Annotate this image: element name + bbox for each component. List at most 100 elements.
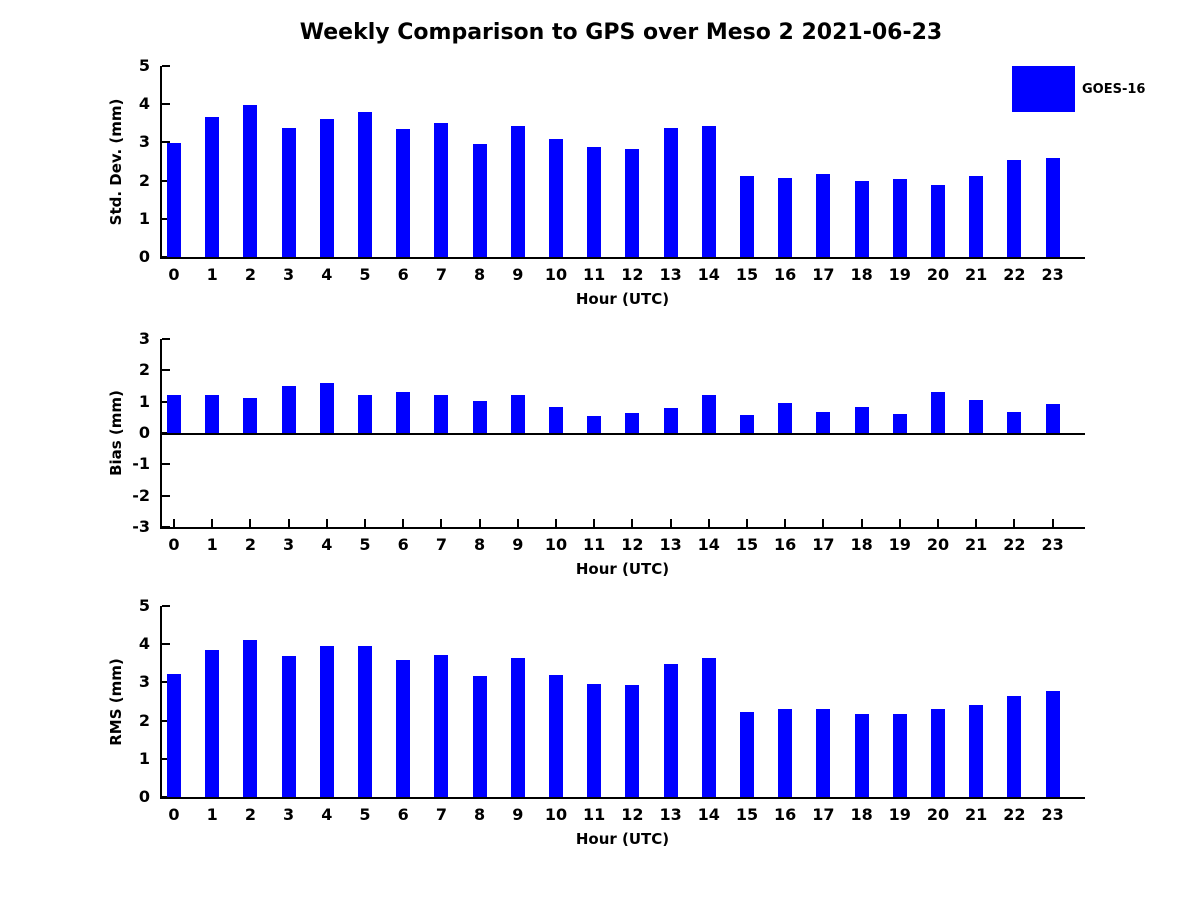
x-tick <box>440 519 443 527</box>
x-tick-label: 18 <box>850 805 873 824</box>
y-tick-label: -2 <box>132 485 150 505</box>
bar-hour-20 <box>931 391 945 433</box>
bar-hour-6 <box>396 391 411 433</box>
x-tick-label: 4 <box>321 805 333 824</box>
x-tick-label: 2 <box>244 535 256 554</box>
bar-hour-12 <box>625 412 640 433</box>
y-tick <box>162 463 170 466</box>
y-tick-label: 1 <box>138 748 150 768</box>
y-tick <box>162 719 170 722</box>
x-tick-label: 0 <box>168 265 180 284</box>
x-tick-label: 1 <box>206 535 218 554</box>
bar-hour-21 <box>969 400 984 433</box>
x-tick <box>1051 519 1054 527</box>
bar-hour-4 <box>319 382 334 433</box>
x-tick-label: 15 <box>735 535 759 554</box>
x-tick-label: 20 <box>926 805 950 824</box>
y-tick <box>162 217 170 220</box>
x-tick-label: 15 <box>735 805 759 824</box>
y-tick <box>162 338 170 340</box>
x-tick-label: 13 <box>659 805 682 824</box>
x-tick-label: 2 <box>244 805 256 824</box>
bar-hour-3 <box>281 385 296 433</box>
bar-hour-14 <box>701 657 716 797</box>
y-tick-label: 3 <box>138 132 150 152</box>
x-tick <box>325 519 328 527</box>
x-tick-label: 17 <box>812 535 835 554</box>
x-tick-label: 23 <box>1041 535 1064 554</box>
bar-hour-1 <box>205 649 220 797</box>
x-tick <box>937 519 939 527</box>
x-tick-label: 1 <box>206 265 218 284</box>
x-axis-label-bias: Hour (UTC) <box>575 560 670 578</box>
x-tick-label: 18 <box>850 265 873 284</box>
x-tick <box>516 519 519 527</box>
x-tick-label: 16 <box>774 265 797 284</box>
x-tick-label: 7 <box>435 535 447 554</box>
y-tick-label: 2 <box>138 710 150 730</box>
x-tick <box>211 519 214 527</box>
x-tick-label: 12 <box>621 535 644 554</box>
x-tick-label: 4 <box>321 535 333 554</box>
bar-hour-11 <box>587 147 602 257</box>
bar-hour-2 <box>243 104 258 257</box>
bar-hour-7 <box>434 122 449 257</box>
chart-title: Weekly Comparison to GPS over Meso 2 202… <box>299 20 943 45</box>
x-tick <box>249 519 252 527</box>
bar-hour-13 <box>663 407 678 433</box>
x-tick <box>478 519 481 527</box>
bar-hour-23 <box>1045 404 1060 433</box>
bar-hour-2 <box>243 397 258 433</box>
y-tick <box>162 400 170 403</box>
x-tick-label: 0 <box>168 535 180 554</box>
x-tick-label: 16 <box>774 535 797 554</box>
y-tick <box>162 526 170 528</box>
x-tick-label: 7 <box>435 805 447 824</box>
x-tick-label: 9 <box>512 265 524 284</box>
y-tick-label: 4 <box>138 634 150 654</box>
bar-hour-22 <box>1007 696 1022 797</box>
bar-hour-18 <box>854 406 869 433</box>
x-tick <box>975 519 978 527</box>
bar-hour-18 <box>854 714 869 797</box>
bar-hour-8 <box>472 143 487 257</box>
bar-hour-14 <box>701 126 716 257</box>
x-tick-label: 7 <box>435 265 447 284</box>
bar-hour-5 <box>358 395 372 433</box>
bar-hour-3 <box>281 127 296 257</box>
y-tick-label: 0 <box>138 423 150 442</box>
x-tick-label: 20 <box>926 535 950 554</box>
x-tick-label: 6 <box>397 265 409 284</box>
x-tick <box>898 519 901 527</box>
bar-hour-7 <box>434 654 449 797</box>
x-axis-spine <box>160 257 1085 259</box>
bar-hour-11 <box>587 684 602 797</box>
bar-hour-11 <box>587 415 602 433</box>
x-tick-label: 11 <box>583 535 606 554</box>
y-tick-label: 1 <box>138 208 150 228</box>
x-tick-label: 5 <box>359 265 371 284</box>
x-tick-label: 14 <box>697 805 720 824</box>
bar-hour-6 <box>396 659 411 797</box>
y-tick <box>162 65 170 67</box>
bar-hour-0 <box>167 143 181 257</box>
bar-hour-13 <box>663 664 678 797</box>
x-tick-label: 9 <box>512 805 524 824</box>
bar-hour-21 <box>969 704 984 797</box>
x-tick <box>287 519 290 527</box>
bar-hour-7 <box>434 394 449 433</box>
x-tick-label: 23 <box>1041 265 1064 284</box>
x-tick-label: 22 <box>1003 265 1026 284</box>
x-tick-label: 15 <box>735 265 759 284</box>
bar-hour-5 <box>358 112 372 257</box>
x-tick-label: 12 <box>621 265 644 284</box>
bar-hour-4 <box>319 646 334 797</box>
x-tick-label: 10 <box>544 265 568 284</box>
bar-hour-9 <box>510 395 525 433</box>
x-tick-label: 4 <box>321 265 333 284</box>
x-tick-label: 20 <box>926 265 950 284</box>
bar-hour-20 <box>931 709 945 797</box>
x-tick-label: 2 <box>244 265 256 284</box>
x-tick <box>631 519 634 527</box>
